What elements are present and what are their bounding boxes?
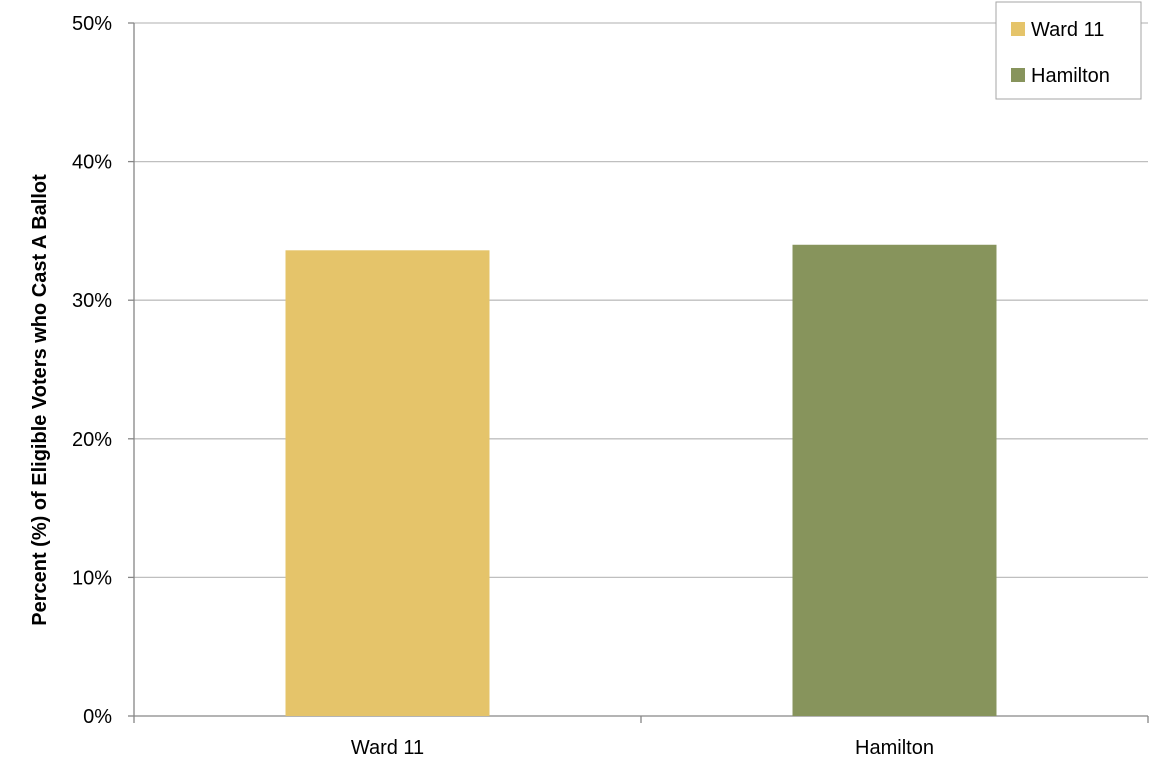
y-tick-label: 20% bbox=[72, 429, 112, 451]
x-tick-labels: Ward 11 Hamilton bbox=[351, 737, 934, 759]
legend-swatch bbox=[1011, 68, 1025, 82]
legend-label: Ward 11 bbox=[1031, 19, 1104, 41]
bars bbox=[285, 244, 997, 716]
legend-swatch bbox=[1011, 22, 1025, 36]
y-tick-label: 10% bbox=[72, 567, 112, 589]
x-tick-label: Hamilton bbox=[855, 737, 934, 759]
x-tick-label: Ward 11 bbox=[351, 737, 424, 759]
legend: Ward 11 Hamilton bbox=[995, 1, 1142, 100]
y-tick-label: 40% bbox=[72, 152, 112, 174]
bar-ward-11 bbox=[285, 250, 490, 716]
legend-label: Hamilton bbox=[1031, 65, 1110, 87]
legend-box bbox=[995, 1, 1142, 100]
bar-hamilton bbox=[792, 244, 997, 716]
y-tick-label: 50% bbox=[72, 13, 112, 35]
y-tick-label: 0% bbox=[83, 706, 112, 728]
y-tick-label: 30% bbox=[72, 290, 112, 312]
legend-entries: Ward 11 Hamilton bbox=[1011, 19, 1110, 87]
y-axis-title: Percent (%) of Eligible Voters who Cast … bbox=[29, 174, 51, 626]
y-tick-labels: 0% 10% 20% 30% 40% 50% bbox=[72, 13, 112, 728]
